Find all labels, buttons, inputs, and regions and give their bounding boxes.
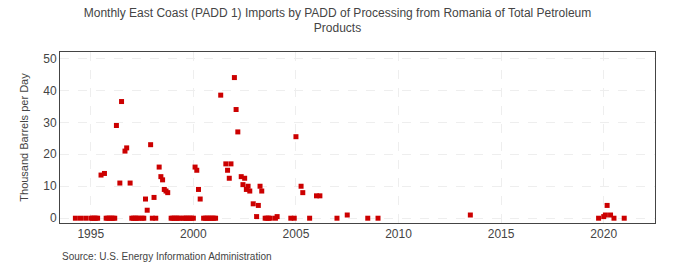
svg-text:50: 50 [43, 52, 57, 66]
svg-text:2015: 2015 [488, 227, 515, 241]
svg-text:40: 40 [43, 84, 57, 98]
svg-text:Thousand Barrels per Day: Thousand Barrels per Day [18, 73, 30, 202]
svg-text:0: 0 [50, 211, 57, 225]
svg-text:2005: 2005 [283, 227, 310, 241]
svg-text:Monthly East Coast (PADD 1) Im: Monthly East Coast (PADD 1) Imports by P… [84, 6, 592, 36]
svg-text:20: 20 [43, 147, 57, 161]
svg-text:1995: 1995 [77, 227, 104, 241]
svg-text:2020: 2020 [590, 227, 617, 241]
svg-text:10: 10 [43, 179, 57, 193]
svg-text:2000: 2000 [180, 227, 207, 241]
svg-text:Source: U.S. Energy Informatio: Source: U.S. Energy Information Administ… [62, 251, 272, 262]
svg-text:30: 30 [43, 116, 57, 130]
svg-text:2010: 2010 [385, 227, 412, 241]
